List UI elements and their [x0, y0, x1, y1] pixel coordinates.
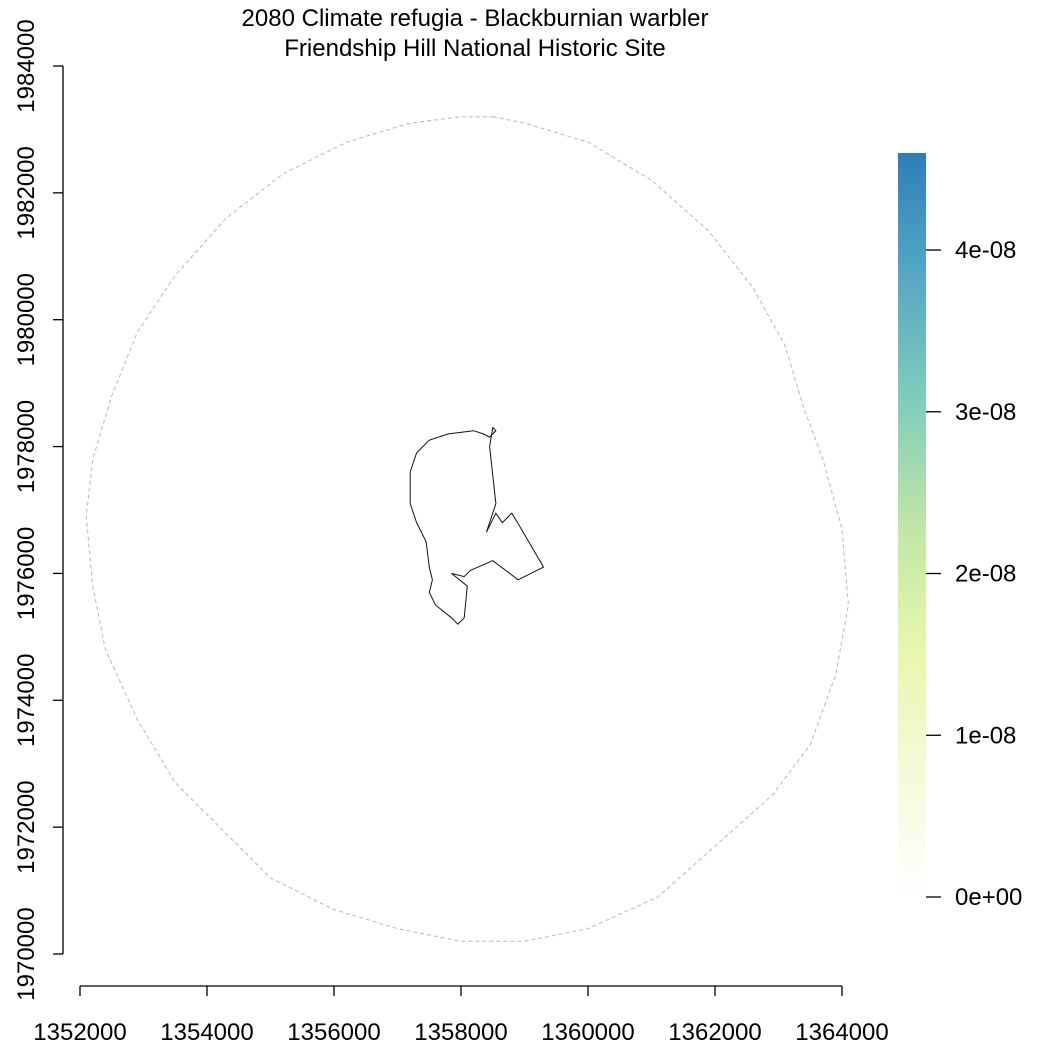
y-tick-label: 1984000	[13, 19, 40, 112]
buffer-ring	[85, 116, 849, 942]
y-tick-label: 1970000	[13, 907, 40, 1000]
park-boundary	[409, 426, 545, 625]
legend-tick-label: 3e-08	[955, 399, 1016, 426]
chart-subtitle: Friendship Hill National Historic Site	[284, 35, 665, 62]
legend-tick-label: 4e-08	[955, 237, 1016, 264]
legend-colorbar: 0e+00 1e-08 2e-08 3e-08 4e-08	[898, 153, 1022, 911]
y-tick-label: 1980000	[13, 273, 40, 366]
plot-area	[85, 116, 849, 942]
legend-tick-label: 2e-08	[955, 561, 1016, 588]
x-tick-label: 1358000	[414, 1019, 507, 1046]
chart-title: 2080 Climate refugia - Blackburnian warb…	[242, 5, 709, 32]
y-tick-label: 1972000	[13, 780, 40, 873]
x-tick-label: 1356000	[287, 1019, 380, 1046]
y-axis: 1970000 1972000 1974000 1976000 1978000 19800…	[13, 19, 64, 1001]
x-tick-label: 1352000	[33, 1019, 126, 1046]
y-tick-label: 1974000	[13, 654, 40, 747]
x-axis: 1352000 1354000 1356000 1358000 1360000 13620…	[33, 985, 889, 1046]
x-tick-label: 1354000	[160, 1019, 253, 1046]
legend-tick-label: 1e-08	[955, 722, 1016, 749]
y-tick-label: 1978000	[13, 400, 40, 493]
x-tick-label: 1362000	[668, 1019, 761, 1046]
colorbar	[898, 153, 926, 897]
y-tick-label: 1976000	[13, 527, 40, 620]
x-tick-label: 1364000	[795, 1019, 888, 1046]
legend-tick-label: 0e+00	[955, 884, 1022, 911]
x-tick-label: 1360000	[541, 1019, 634, 1046]
y-tick-label: 1982000	[13, 146, 40, 239]
